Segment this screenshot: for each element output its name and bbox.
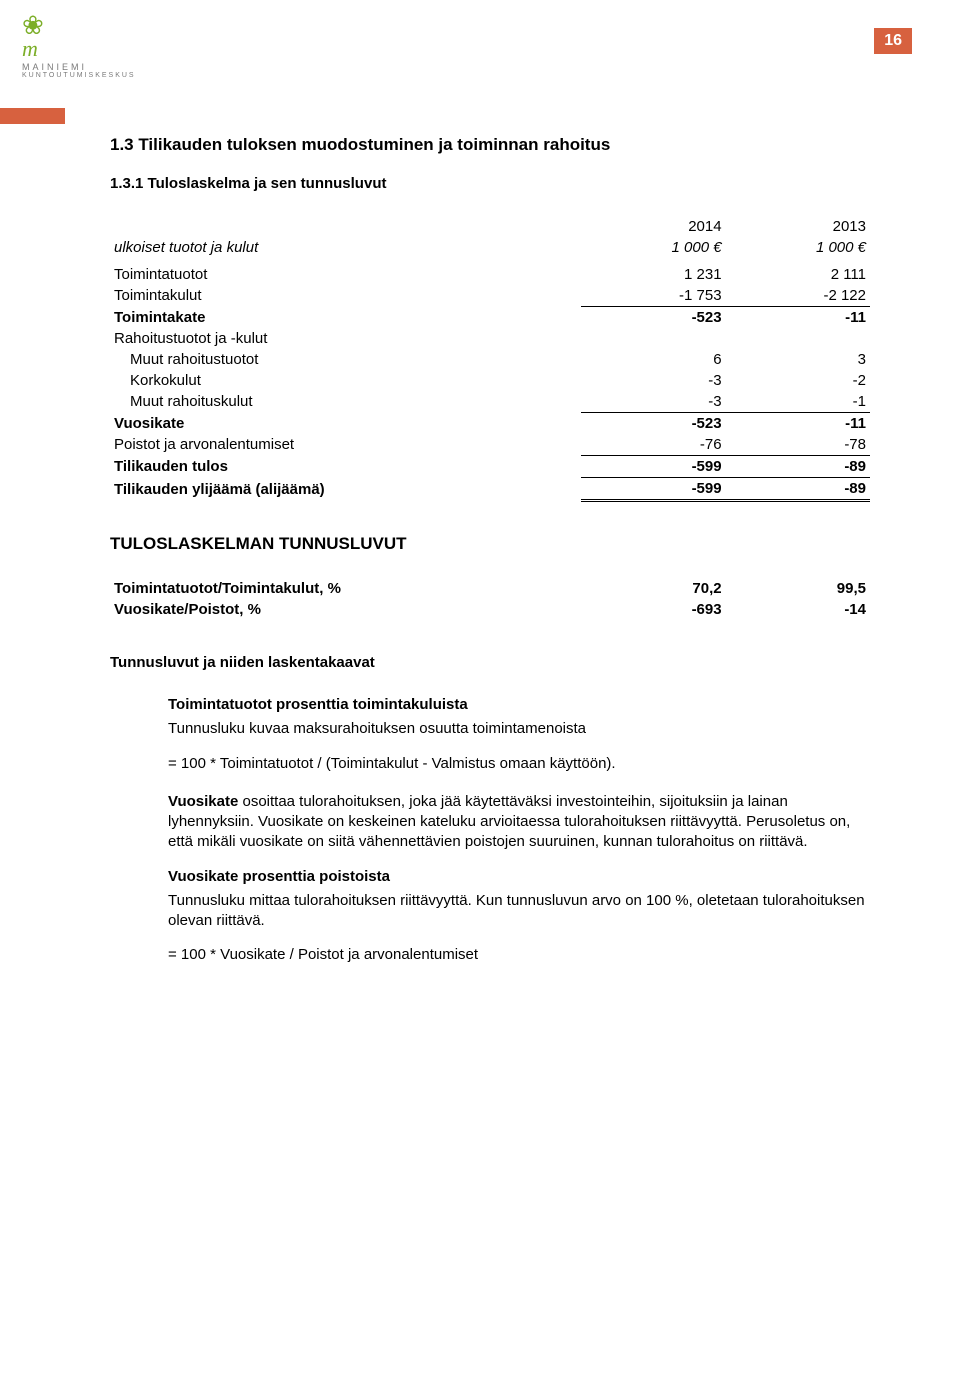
section-heading: 1.3 Tilikauden tuloksen muodostuminen ja…: [110, 135, 870, 155]
table-cell: -2: [726, 370, 870, 391]
unit-2014: 1 000 €: [581, 237, 725, 258]
formula-block-2: Vuosikate osoittaa tulorahoituksen, joka…: [168, 792, 870, 853]
formula1-eq: = 100 * Toimintatuotot / (Toimintakulut …: [168, 754, 870, 774]
vuosikate-lead: Vuosikate: [168, 793, 238, 810]
logo: ❀ m MAINIEMI KUNTOUTUMISKESKUS: [22, 18, 136, 79]
formulas-heading: Tunnusluvut ja niiden laskentakaavat: [110, 654, 870, 671]
table-row-label: Tilikauden ylijäämä (alijäämä): [110, 478, 581, 501]
formula3-title: Vuosikate prosenttia poistoista: [168, 867, 870, 887]
ratio-row-label: Toimintatuotot/Toimintakulut, %: [110, 578, 581, 599]
formula-block-1: Toimintatuotot prosenttia toimintakuluis…: [168, 695, 870, 774]
table-cell: -2 122: [726, 285, 870, 307]
subsection-heading: 1.3.1 Tuloslaskelma ja sen tunnusluvut: [110, 175, 870, 192]
table-cell: -89: [726, 456, 870, 478]
ratio-row-label: Vuosikate/Poistot, %: [110, 599, 581, 620]
unit-2013: 1 000 €: [726, 237, 870, 258]
table-row-label: Rahoitustuotot ja -kulut: [110, 328, 581, 349]
income-statement-table: 2014 2013 ulkoiset tuotot ja kulut 1 000…: [110, 216, 870, 502]
table-cell: [581, 328, 725, 349]
ratio-cell: 99,5: [726, 578, 870, 599]
table-cell: -11: [726, 413, 870, 435]
table-cell: -523: [581, 307, 725, 329]
table-cell: 2 111: [726, 264, 870, 285]
formula3-desc: Tunnusluku mittaa tulorahoituksen riittä…: [168, 891, 870, 932]
ratio-cell: -14: [726, 599, 870, 620]
year-2013: 2013: [726, 216, 870, 237]
table-cell: -3: [581, 370, 725, 391]
table-cell: -89: [726, 478, 870, 501]
table-cell: -3: [581, 391, 725, 413]
table-cell: -1: [726, 391, 870, 413]
table-row-label: Muut rahoitustuotot: [110, 349, 581, 370]
table-row-label: Tilikauden tulos: [110, 456, 581, 478]
formula3-eq: = 100 * Vuosikate / Poistot ja arvonalen…: [168, 945, 870, 965]
table-row-label: Toimintakate: [110, 307, 581, 329]
logo-subtitle: KUNTOUTUMISKESKUS: [22, 72, 136, 79]
table-cell: -78: [726, 434, 870, 456]
table-row-label: Poistot ja arvonalentumiset: [110, 434, 581, 456]
table-row-label: Korkokulut: [110, 370, 581, 391]
table-cell: -11: [726, 307, 870, 329]
table-cell: -523: [581, 413, 725, 435]
vuosikate-text: osoittaa tulorahoituksen, joka jää käyte…: [168, 793, 850, 851]
formula1-title: Toimintatuotot prosenttia toimintakuluis…: [168, 695, 870, 715]
ratios-heading: TULOSLASKELMAN TUNNUSLUVUT: [110, 534, 870, 554]
table-cell: -599: [581, 456, 725, 478]
year-2014: 2014: [581, 216, 725, 237]
ratio-cell: 70,2: [581, 578, 725, 599]
table-cell: 1 231: [581, 264, 725, 285]
formula-block-3: Vuosikate prosenttia poistoista Tunnuslu…: [168, 867, 870, 966]
ratio-cell: -693: [581, 599, 725, 620]
table-row-label: Toimintakulut: [110, 285, 581, 307]
table-row-label: Muut rahoituskulut: [110, 391, 581, 413]
table-row-label: Toimintatuotot: [110, 264, 581, 285]
formula1-desc: Tunnusluku kuvaa maksurahoituksen osuutt…: [168, 719, 870, 739]
page-number-badge: 16: [874, 28, 912, 54]
table-cell: -1 753: [581, 285, 725, 307]
unit-note: ulkoiset tuotot ja kulut: [110, 237, 581, 258]
table-cell: 6: [581, 349, 725, 370]
table-cell: -76: [581, 434, 725, 456]
accent-bar: [0, 108, 65, 124]
table-cell: -599: [581, 478, 725, 501]
table-cell: [726, 328, 870, 349]
logo-name: MAINIEMI: [22, 62, 136, 72]
ratios-table: Toimintatuotot/Toimintakulut, %70,299,5 V…: [110, 578, 870, 620]
table-row-label: Vuosikate: [110, 413, 581, 435]
vuosikate-paragraph: Vuosikate osoittaa tulorahoituksen, joka…: [168, 792, 870, 853]
table-cell: 3: [726, 349, 870, 370]
